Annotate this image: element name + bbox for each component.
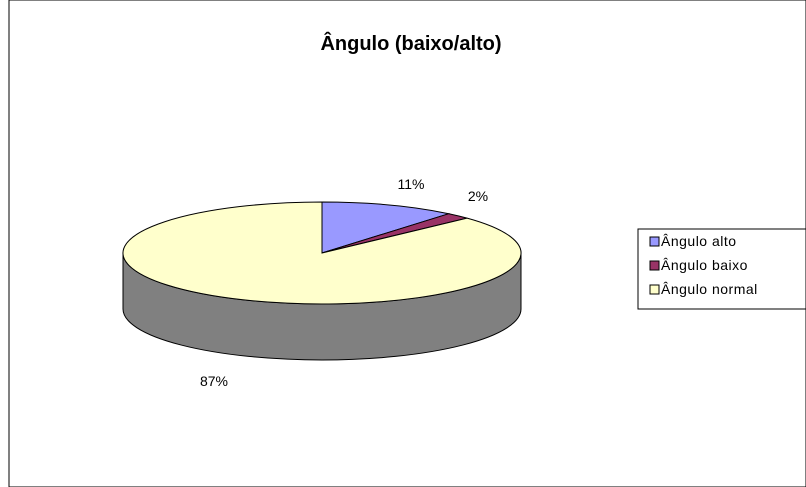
pie-data-labels: 11% 2% 87%	[200, 176, 488, 389]
chart-title: Ângulo (baixo/alto)	[320, 31, 501, 55]
data-label-2: 87%	[200, 373, 228, 389]
pie-slice-2	[122, 201, 522, 305]
legend-label-2: Ângulo normal	[661, 281, 758, 297]
legend-swatch-0	[649, 236, 660, 247]
legend-swatch-1	[649, 260, 660, 271]
legend-box	[637, 228, 806, 310]
legend-label-1: Ângulo baixo	[661, 257, 748, 273]
legend-swatch-2	[649, 284, 660, 295]
pie-slice-0	[321, 201, 451, 254]
legend-label-0: Ângulo alto	[661, 233, 737, 249]
pie-slices	[122, 201, 522, 305]
data-label-1: 2%	[468, 188, 488, 204]
legend: Ângulo alto Ângulo baixo Ângulo normal	[637, 228, 806, 310]
data-label-0: 11%	[398, 176, 425, 192]
